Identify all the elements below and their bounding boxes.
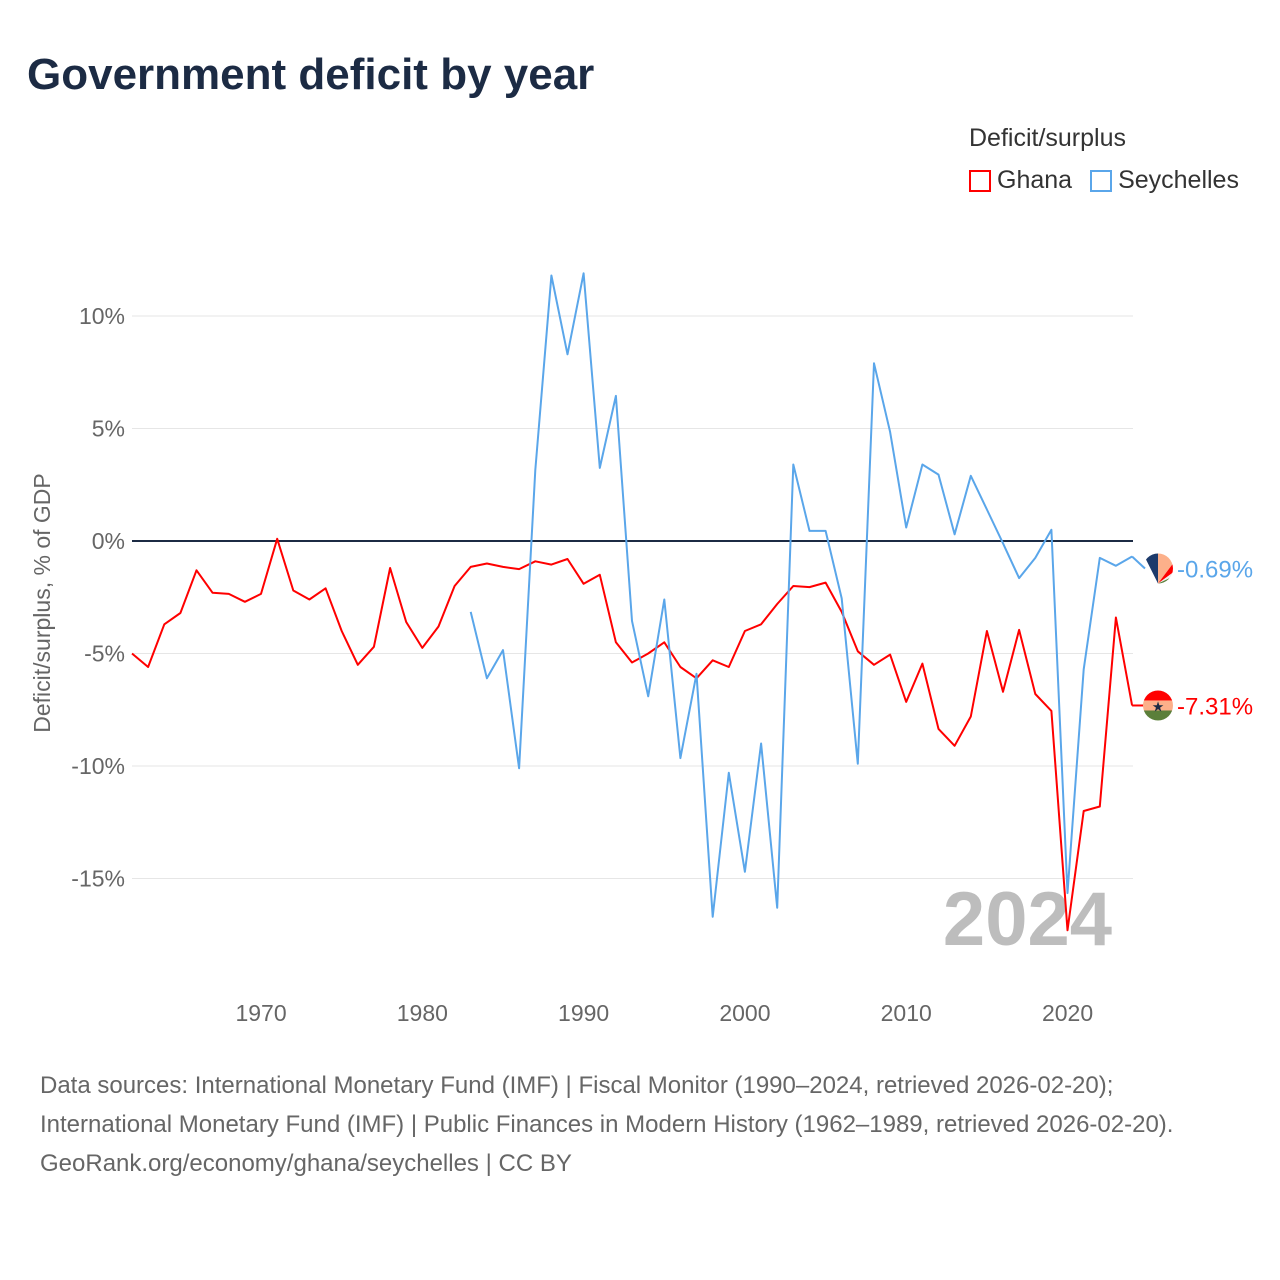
legend-title: Deficit/surplus: [969, 124, 1126, 152]
y-tick-label: -5%: [84, 641, 125, 667]
y-tick-label: -15%: [71, 866, 125, 892]
y-tick-label: 0%: [92, 528, 125, 554]
end-value-label: -0.69%: [1177, 557, 1253, 584]
legend: Ghana Seychelles: [969, 166, 1239, 195]
series-line-seychelles: [469, 272, 1133, 918]
x-tick-label: 1980: [397, 1000, 448, 1026]
series-line-ghana: [131, 537, 1134, 932]
x-tick-label: 2010: [881, 1000, 932, 1026]
chart-title: Government deficit by year: [27, 50, 595, 99]
end-value-label: -7.31%: [1177, 693, 1253, 720]
x-tick-label: 2020: [1042, 1000, 1093, 1026]
svg-text:★: ★: [1152, 698, 1165, 714]
y-tick-label: 5%: [92, 416, 125, 442]
chart-plot: 2024 10% 5% 0% -5% -10% -15% 1970 1980 1990 2000 20…: [29, 272, 1253, 1026]
y-axis-label: Deficit/surplus, % of GDP: [29, 473, 55, 732]
end-connector: [1131, 555, 1146, 570]
flag-icon-seychelles: [1143, 553, 1173, 584]
legend-swatch-ghana: [969, 169, 991, 192]
flag-icon-ghana: ★: [1143, 690, 1173, 721]
credit-link[interactable]: GeoRank.org/economy/ghana/seychelles | C…: [40, 1150, 572, 1177]
x-tick-label: 1990: [558, 1000, 609, 1026]
legend-item-ghana[interactable]: Ghana: [969, 166, 1072, 195]
legend-item-seychelles[interactable]: Seychelles: [1090, 166, 1239, 195]
y-tick-label: 10%: [79, 303, 125, 329]
x-tick-label: 2000: [719, 1000, 770, 1026]
y-tick-label: -10%: [71, 753, 125, 779]
data-sources: Data sources: International Monetary Fun…: [40, 1072, 1174, 1138]
year-watermark: 2024: [943, 877, 1112, 962]
footer: Data sources: International Monetary Fun…: [40, 1066, 1240, 1183]
legend-swatch-seychelles: [1090, 169, 1113, 192]
legend-label: Seychelles: [1118, 166, 1239, 194]
x-tick-label: 1970: [235, 1000, 286, 1026]
legend-label: Ghana: [997, 166, 1073, 194]
